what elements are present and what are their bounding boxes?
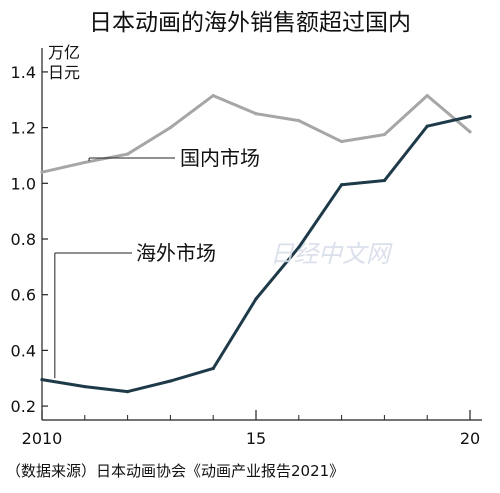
y-axis-label-line-2: 日元 [48, 63, 80, 82]
data-point [211, 366, 215, 371]
series-label-domestic: 国内市场 [180, 146, 260, 170]
y-tick-label: 1.2 [11, 119, 36, 138]
source-note: （数据来源）日本动画协会《动画产业报告2021》 [6, 462, 344, 480]
data-point [382, 132, 386, 137]
data-point [382, 178, 386, 183]
data-point [297, 245, 301, 249]
data-point [425, 124, 429, 128]
y-tick-label: 0.6 [11, 286, 36, 305]
watermark: 日经中文网 [270, 240, 393, 268]
data-point [168, 379, 172, 383]
y-axis-label: 万亿 日元 [48, 43, 80, 82]
y-tick-label: 0.4 [11, 341, 36, 360]
y-tick-label: 0.2 [11, 397, 36, 416]
x-tick-label: 2010 [22, 429, 63, 448]
y-tick-label: 1.4 [11, 63, 36, 82]
data-point [425, 93, 429, 98]
data-point [468, 130, 472, 134]
data-point [40, 170, 44, 174]
x-tick-label: 15 [246, 429, 266, 448]
y-tick-label: 1.0 [11, 174, 36, 193]
data-point [340, 183, 344, 187]
data-point [40, 378, 44, 382]
x-tick-label: 20 [460, 429, 480, 448]
data-point [254, 297, 258, 301]
data-point [168, 126, 172, 130]
y-tick-label: 0.8 [11, 230, 36, 249]
data-point [83, 160, 87, 165]
data-point [468, 114, 472, 119]
data-point [83, 384, 87, 389]
data-point [340, 139, 344, 144]
series-label-overseas: 海外市场 [136, 241, 216, 265]
data-point [254, 112, 258, 116]
data-point [126, 152, 130, 156]
data-point [211, 93, 215, 98]
data-point [297, 119, 301, 123]
chart-title: 日本动画的海外销售额超过国内 [89, 10, 411, 36]
data-point [126, 389, 130, 394]
y-axis-label-line-1: 万亿 [48, 43, 80, 62]
